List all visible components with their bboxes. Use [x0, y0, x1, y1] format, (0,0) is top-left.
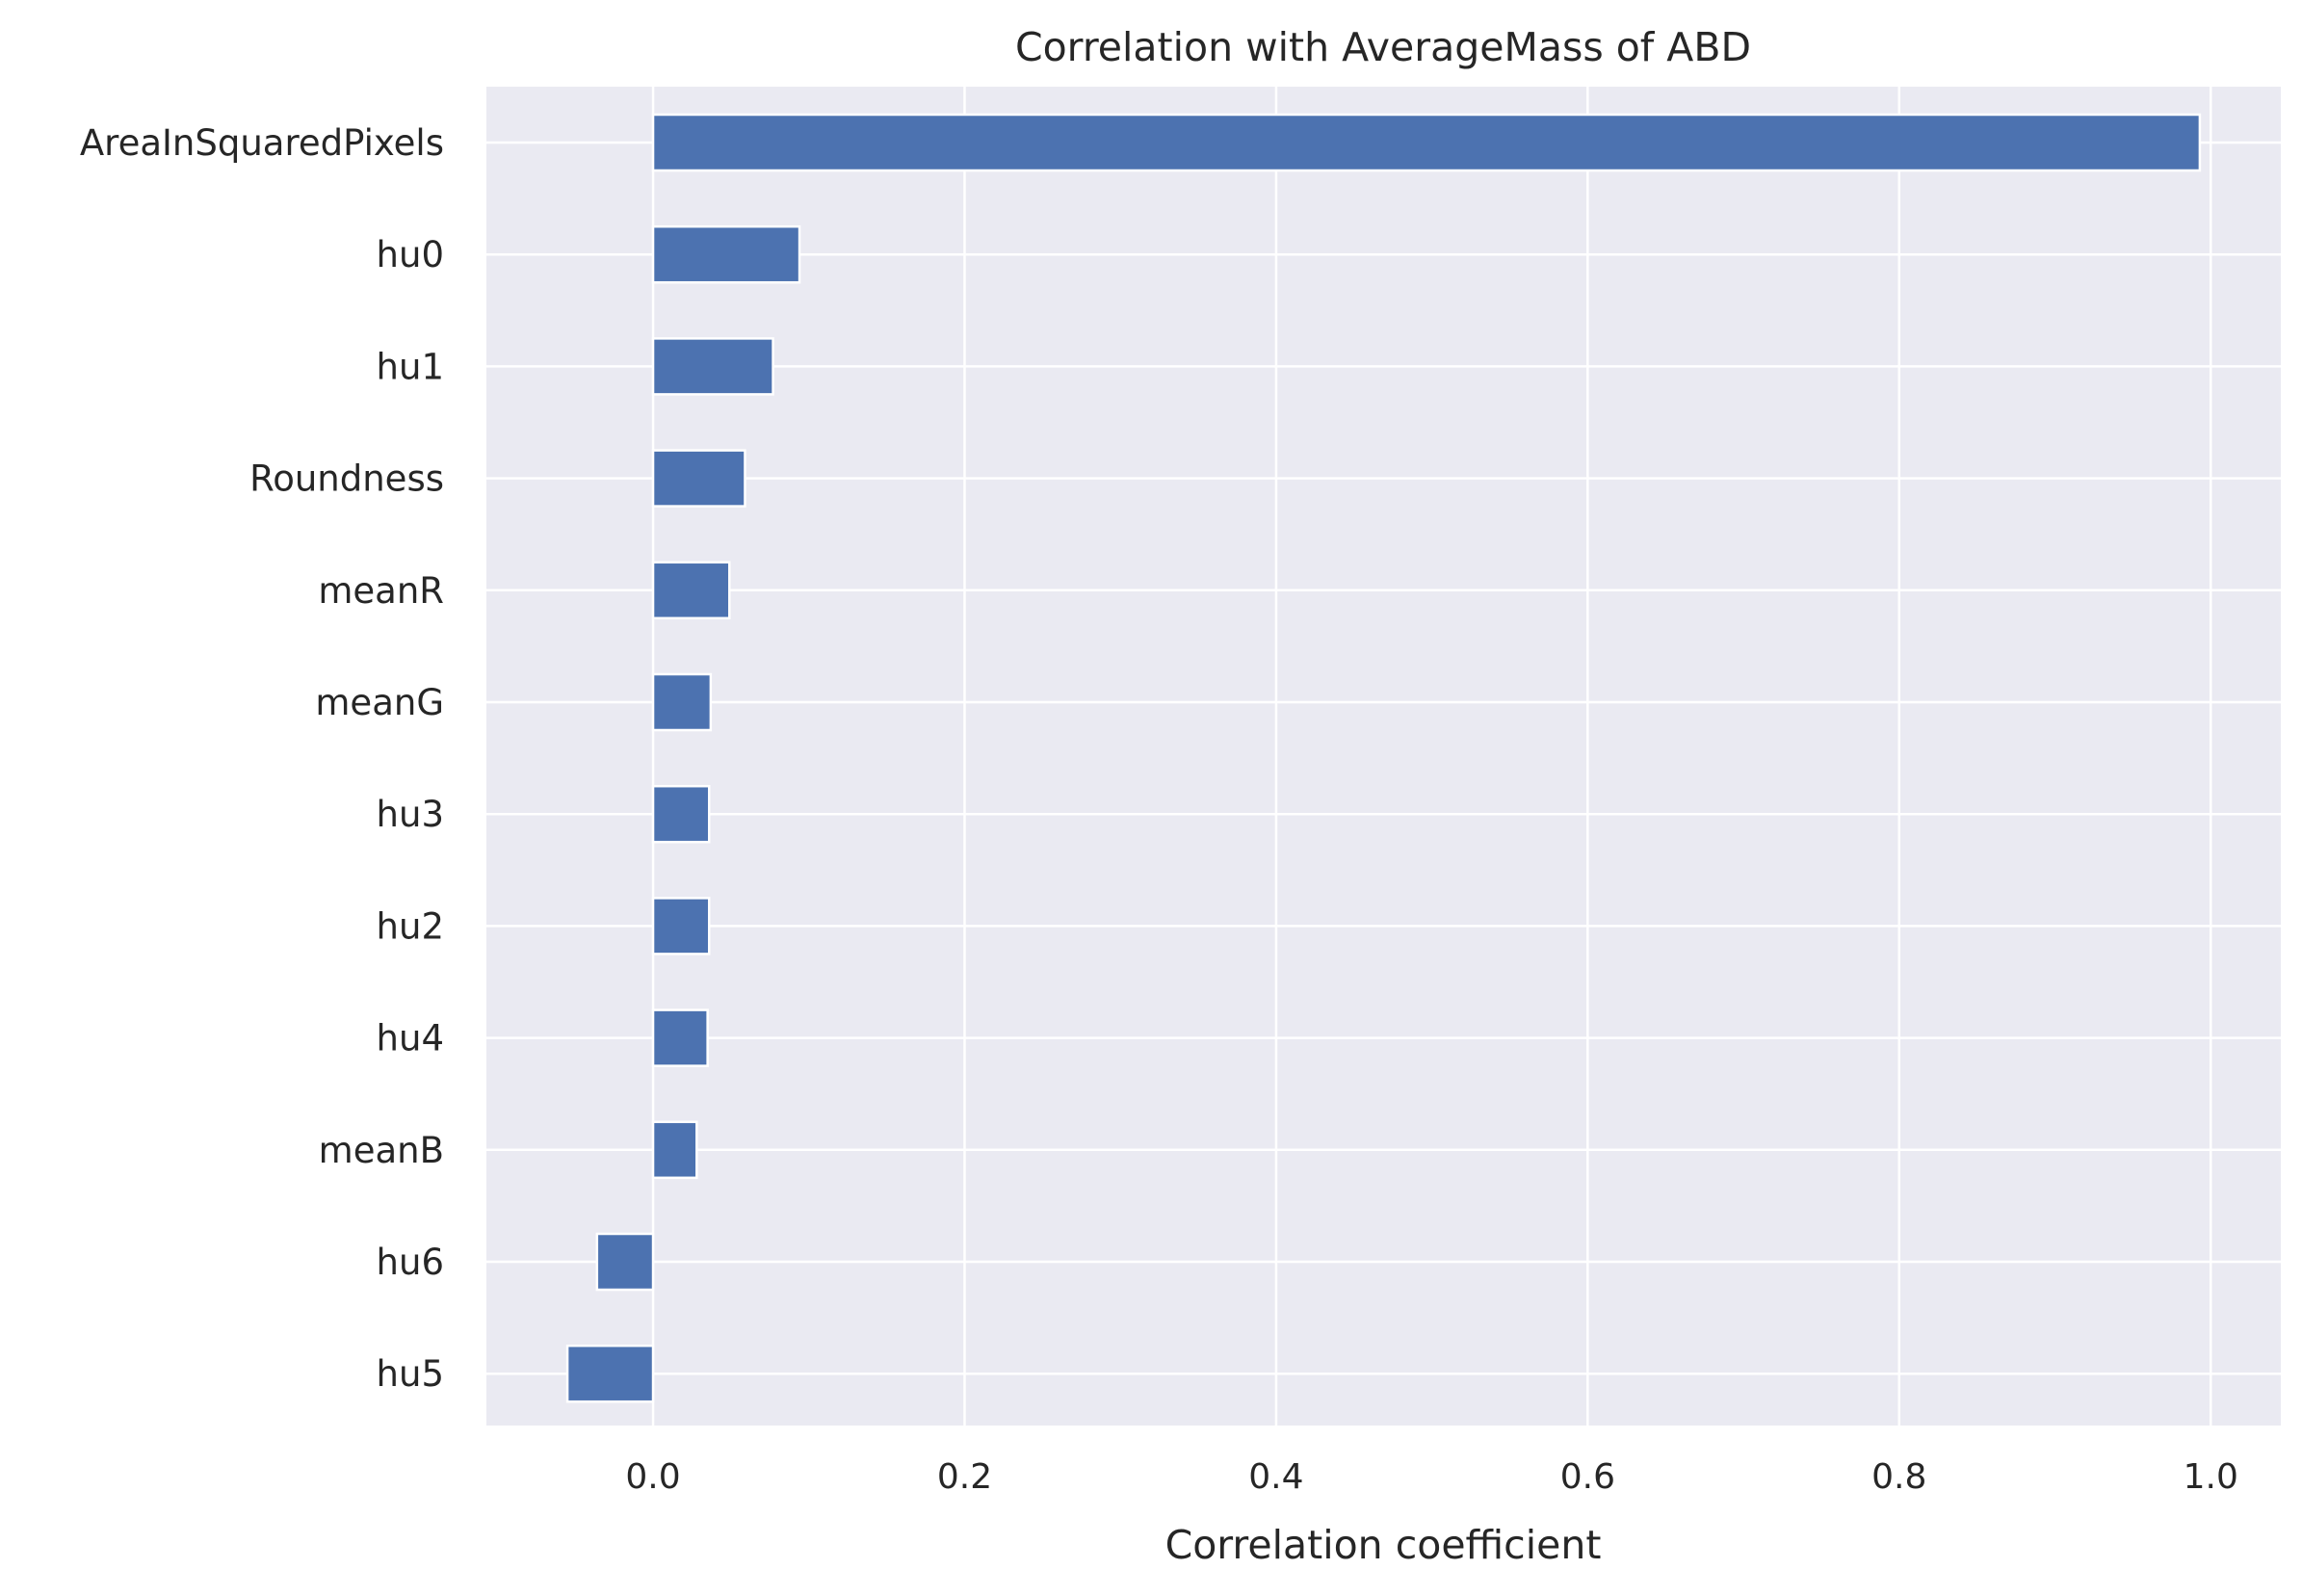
bar-layer — [565, 113, 2202, 1403]
x-tick-label: 0.4 — [1248, 1457, 1303, 1497]
y-tick-label: hu6 — [377, 1242, 444, 1283]
bar-hu5 — [565, 1344, 655, 1403]
grid-layer — [486, 87, 2281, 1426]
bar-hu6 — [595, 1232, 655, 1292]
y-tick-label: hu5 — [377, 1353, 444, 1395]
bar-hu4 — [651, 1008, 709, 1067]
bar-hu2 — [651, 897, 711, 955]
y-tick-label: AreaInSquaredPixels — [80, 122, 444, 164]
y-tick-labels: AreaInSquaredPixels hu0 hu1 Roundness meanR m… — [80, 122, 444, 1395]
x-tick-label: 1.0 — [2184, 1457, 2238, 1497]
bar-meanR — [651, 561, 731, 620]
x-tick-label: 0.2 — [937, 1457, 992, 1497]
x-tick-label: 0.8 — [1871, 1457, 1926, 1497]
y-tick-label: hu0 — [377, 234, 444, 275]
bar-meanG — [651, 672, 713, 732]
bar-hu0 — [651, 224, 801, 284]
bar-hu1 — [651, 337, 774, 396]
bar-hu3 — [651, 784, 711, 844]
y-tick-label: meanB — [319, 1130, 444, 1171]
x-axis-label: Correlation coefficient — [1165, 1522, 1602, 1568]
chart-title: Correlation with AverageMass of ABD — [1015, 24, 1751, 70]
y-tick-label: hu2 — [377, 905, 444, 947]
x-tick-labels: 0.0 0.2 0.4 0.6 0.8 1.0 — [625, 1457, 2237, 1497]
plot-background — [486, 87, 2281, 1426]
y-tick-label: meanR — [318, 570, 444, 612]
y-tick-label: meanG — [315, 682, 444, 723]
y-tick-label: hu1 — [377, 346, 444, 387]
x-tick-label: 0.6 — [1560, 1457, 1615, 1497]
bar-meanB — [651, 1120, 698, 1180]
bar-Roundness — [651, 449, 746, 508]
y-tick-label: hu3 — [377, 794, 444, 835]
y-tick-label: hu4 — [377, 1018, 444, 1060]
x-tick-label: 0.0 — [625, 1457, 680, 1497]
y-tick-label: Roundness — [249, 458, 444, 500]
bar-AreaInSquaredPixels — [651, 113, 2202, 172]
